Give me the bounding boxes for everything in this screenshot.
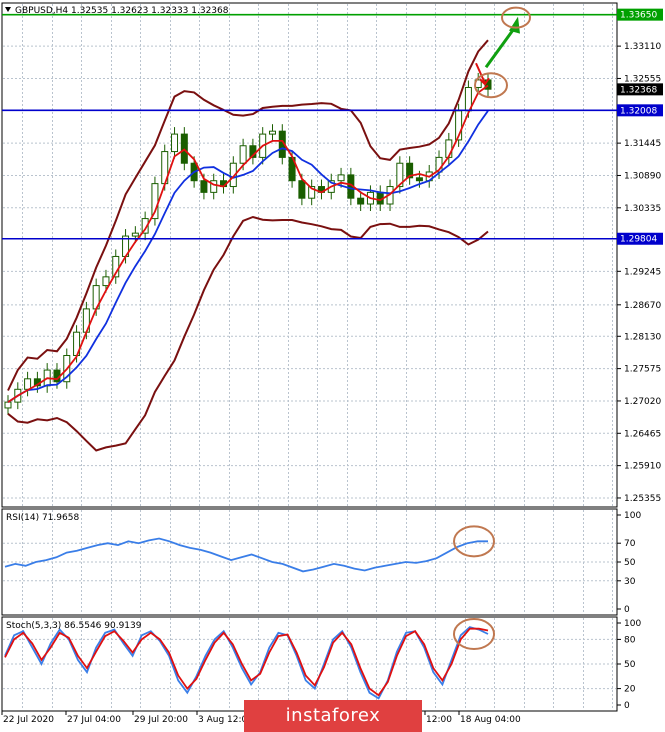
candle <box>210 180 218 193</box>
x-tick-label: 12:00 <box>426 715 452 725</box>
y-tick-label: 1.25355 <box>624 494 661 504</box>
candle <box>396 162 404 188</box>
candle <box>268 130 276 135</box>
y-tick-label: 1.26465 <box>624 429 661 439</box>
y-tick-label: 1.31445 <box>624 139 661 149</box>
candle <box>357 197 365 205</box>
y-tick-label: 1.30890 <box>624 171 661 181</box>
x-tick-label: 27 Jul 04:00 <box>67 715 121 725</box>
current-price-label: 1.32368 <box>620 85 657 95</box>
candle <box>171 133 179 153</box>
bollinger-lower <box>7 215 489 452</box>
rsi-series-line <box>4 537 488 573</box>
chevron-down-icon <box>5 7 11 12</box>
level-price-box <box>617 104 663 117</box>
candle <box>200 180 208 193</box>
y-tick-label: 80 <box>624 635 636 645</box>
rsi-title: RSI(14) 71.9658 <box>6 513 79 523</box>
current-price-box <box>617 83 663 96</box>
y-tick-label: 1.29245 <box>624 267 661 277</box>
candle <box>102 276 110 287</box>
y-tick-label: 1.28670 <box>624 301 661 311</box>
bollinger-upper <box>7 39 489 391</box>
y-tick-label: 1.33110 <box>624 42 661 52</box>
level-price-label: 1.33650 <box>620 11 657 21</box>
y-tick-label: 0 <box>624 701 630 711</box>
candle <box>298 180 306 199</box>
y-tick-label: 50 <box>624 660 636 670</box>
y-tick-label: 1.30335 <box>624 204 661 214</box>
main-title: GBPUSD,H4 1.32535 1.32623 1.32333 1.3236… <box>15 6 229 16</box>
highlight-circle <box>453 525 495 558</box>
y-tick-label: 1.27575 <box>624 365 661 375</box>
level-price-label: 1.32008 <box>620 106 657 116</box>
candle <box>415 177 423 182</box>
y-tick-label: 70 <box>624 539 636 549</box>
x-tick-label: 3 Aug 12:00 <box>198 715 253 725</box>
y-tick-label: 1.27020 <box>624 397 661 407</box>
watermark-logo: instaforex <box>244 700 422 732</box>
candle <box>4 401 12 409</box>
y-tick-label: 100 <box>624 619 641 629</box>
y-tick-label: 0 <box>624 605 630 615</box>
y-tick-label: 30 <box>624 577 636 587</box>
candle <box>131 232 139 237</box>
x-tick-label: 29 Jul 20:00 <box>134 715 188 725</box>
level-price-box <box>617 8 663 21</box>
projection-arrow <box>484 27 516 69</box>
candle <box>24 378 32 390</box>
y-tick-label: 1.28130 <box>624 332 661 342</box>
highlight-circle <box>474 72 508 99</box>
candle <box>141 218 149 234</box>
stoch-series-line <box>4 626 489 700</box>
pullback-arrow <box>475 62 490 86</box>
y-tick-label: 1.32555 <box>624 74 661 84</box>
candle <box>229 162 237 188</box>
level-price-label: 1.29804 <box>620 235 657 245</box>
x-tick-label: 22 Jul 2020 <box>3 715 54 725</box>
stoch-title: Stoch(5,3,3) 86.5546 90.9139 <box>6 621 142 631</box>
pane-main <box>1 2 618 508</box>
highlight-circle <box>453 618 495 651</box>
candle <box>239 145 247 164</box>
candle <box>337 174 345 182</box>
x-tick-label: 18 Aug 04:00 <box>460 715 521 725</box>
target-circle <box>501 6 531 29</box>
projection-arrow-head <box>509 16 520 34</box>
stoch-series-line <box>4 627 489 697</box>
y-tick-label: 20 <box>624 685 636 695</box>
candle <box>308 186 316 199</box>
level-price-box <box>617 232 663 245</box>
y-tick-label: 50 <box>624 558 636 568</box>
y-tick-label: 1.25910 <box>624 462 661 472</box>
y-tick-label: 100 <box>624 511 641 521</box>
ma-fast <box>7 84 489 403</box>
candle <box>406 162 414 179</box>
ma-slow <box>7 110 489 403</box>
